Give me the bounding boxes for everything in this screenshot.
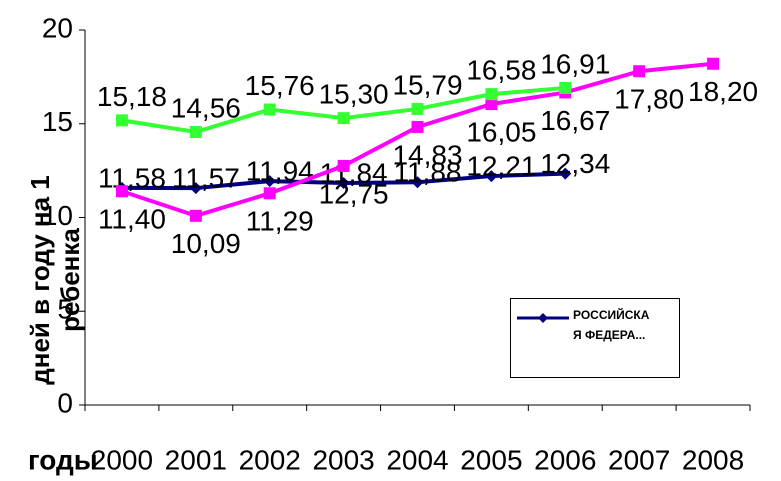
data-label: 10,09 [171, 228, 241, 259]
marker [115, 114, 128, 127]
marker [559, 81, 572, 94]
data-label: 11,58 [98, 162, 166, 193]
marker [263, 175, 276, 188]
marker [189, 126, 202, 138]
y-tick-label: 5 [57, 294, 73, 325]
marker [411, 102, 424, 115]
marker [559, 167, 572, 180]
data-label: 12,34 [540, 148, 610, 179]
y-axis-label: дней в году на 1 ребенка [25, 175, 85, 385]
data-label: 12,21 [466, 150, 536, 181]
data-label: 11,29 [246, 206, 314, 237]
x-tick-label: 2003 [312, 444, 374, 475]
x-tick-label: 2001 [165, 444, 227, 475]
legend-label: РОССИЙСКАЯ ФЕДЕРА... [573, 308, 650, 342]
x-tick-label: 2002 [239, 444, 301, 475]
data-label: 14,56 [171, 92, 241, 123]
data-label: 11,40 [98, 204, 166, 235]
x-axis-label: годы [28, 444, 98, 475]
data-label: 14,83 [392, 139, 462, 170]
data-label: 16,58 [466, 55, 536, 86]
marker [337, 159, 350, 172]
data-label: 16,91 [540, 48, 610, 79]
data-label: 15,18 [97, 81, 167, 112]
data-label: 11,88 [394, 157, 462, 188]
y-tick-label: 0 [57, 387, 73, 418]
x-tick-label: 2005 [460, 444, 522, 475]
marker [485, 98, 498, 111]
x-tick-label: 2000 [91, 444, 153, 475]
data-label: 15,79 [392, 69, 462, 100]
marker [189, 209, 202, 222]
data-label: 18,20 [688, 76, 758, 107]
marker [115, 185, 128, 198]
marker [411, 120, 424, 133]
data-label: 11,57 [172, 162, 240, 193]
data-label: 17,80 [614, 84, 684, 115]
marker [263, 103, 276, 116]
x-tick-label: 2007 [608, 444, 670, 475]
marker [263, 187, 276, 200]
marker [485, 88, 498, 101]
data-label: 16,67 [540, 105, 610, 136]
data-label: 12,75 [319, 178, 389, 209]
marker [189, 182, 202, 195]
data-label: 15,30 [319, 79, 389, 110]
marker [633, 65, 646, 78]
marker [337, 177, 350, 189]
marker [337, 112, 350, 125]
x-tick-label: 2006 [534, 444, 596, 475]
x-tick-label: 2008 [682, 444, 744, 475]
marker [485, 170, 498, 183]
y-tick-label: 20 [42, 12, 73, 43]
data-label: 15,76 [245, 70, 315, 101]
x-tick-label: 2004 [386, 444, 448, 475]
y-tick-label: 15 [42, 106, 73, 137]
legend-symbol [517, 313, 569, 323]
data-label: 16,05 [466, 116, 536, 147]
legend: РОССИЙСКАЯ ФЕДЕРА... [510, 298, 680, 378]
marker [411, 176, 424, 189]
marker [707, 57, 720, 70]
y-tick-label: 10 [42, 200, 73, 231]
